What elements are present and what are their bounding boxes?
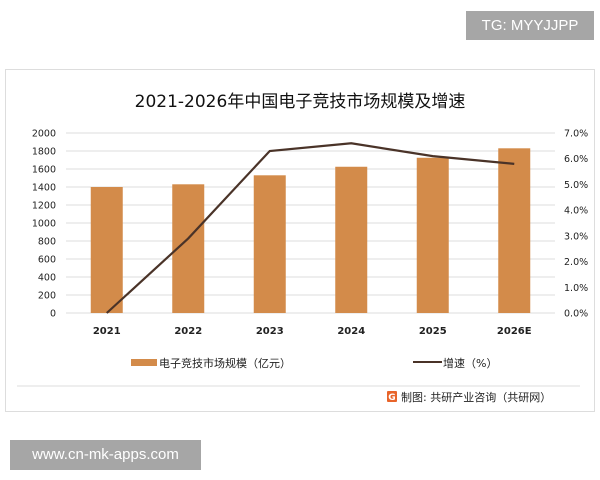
y-right-tick-label: 5.0% xyxy=(564,180,588,191)
x-tick-label: 2023 xyxy=(256,326,284,337)
y-right-tick-label: 6.0% xyxy=(564,154,588,165)
bar-2023 xyxy=(253,175,286,313)
y-right-tick-label: 1.0% xyxy=(564,283,588,294)
watermark-site: www.cn-mk-apps.com xyxy=(10,440,201,470)
bar-2026E xyxy=(498,148,531,313)
y-right-tick-label: 4.0% xyxy=(564,206,588,217)
y-left-tick-label: 1600 xyxy=(32,165,56,176)
bar-2025 xyxy=(416,157,449,313)
x-tick-label: 2026E xyxy=(497,326,532,337)
legend: 电子竞技市场规模（亿元） 增速（%） xyxy=(131,356,497,370)
y-right-tick-label: 7.0% xyxy=(564,129,588,140)
x-tick-label: 2021 xyxy=(93,326,121,337)
bar-2024 xyxy=(335,166,368,313)
chart-title: 2021-2026年中国电子竞技市场规模及增速 xyxy=(135,92,466,112)
x-tick-label: 2024 xyxy=(337,326,365,337)
y-left-tick-label: 400 xyxy=(38,273,56,284)
growth-line xyxy=(106,142,515,314)
y-left-tick-label: 200 xyxy=(38,291,56,302)
x-tick-label: 2025 xyxy=(419,326,447,337)
y-right-tick-label: 3.0% xyxy=(564,231,588,242)
svg-text:G: G xyxy=(388,393,395,403)
y-left-tick-label: 1400 xyxy=(32,183,56,194)
y-left-tick-label: 2000 xyxy=(32,129,56,140)
y-left-tick-label: 600 xyxy=(38,255,56,266)
x-tick-label: 2022 xyxy=(174,326,202,337)
legend-label-line: 增速（%） xyxy=(443,356,497,370)
y-left-tick-label: 1200 xyxy=(32,201,56,212)
y-right-tick-label: 0.0% xyxy=(564,309,588,320)
y-left-tick-label: 1800 xyxy=(32,147,56,158)
y-right-tick-label: 2.0% xyxy=(564,257,588,268)
y-left-tick-label: 800 xyxy=(38,237,56,248)
legend-label-bar: 电子竞技市场规模（亿元） xyxy=(159,356,291,370)
source-label: 制图: 共研产业咨询（共研网） xyxy=(401,390,551,404)
y-left-tick-label: 0 xyxy=(50,309,56,320)
bar-2021 xyxy=(90,187,123,313)
watermark-tg: TG: MYYJJPP xyxy=(466,11,594,40)
legend-swatch-bar xyxy=(131,359,157,366)
source-logo-icon: G xyxy=(387,391,397,403)
y-left-tick-label: 1000 xyxy=(32,219,56,230)
